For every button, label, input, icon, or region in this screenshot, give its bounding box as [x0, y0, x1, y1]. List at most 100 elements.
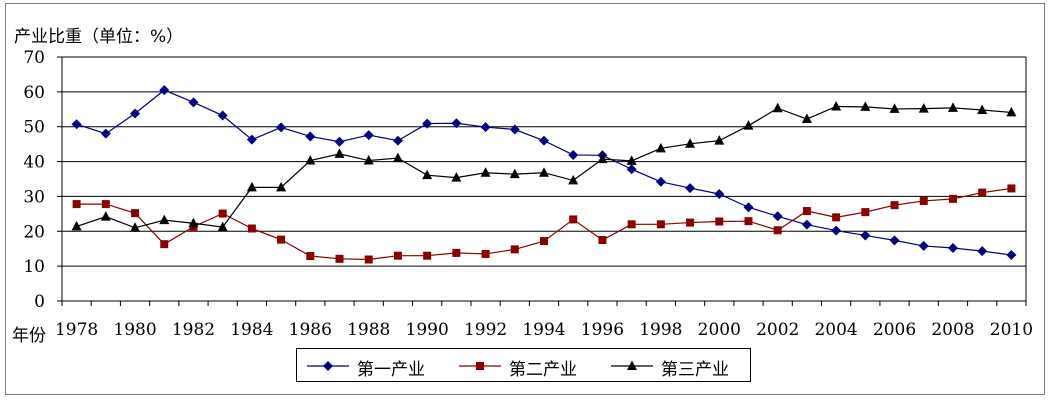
data-point-diamond [363, 130, 374, 141]
x-tick-label: 1994 [522, 320, 565, 340]
x-tick-label: 1990 [406, 320, 449, 340]
data-point-triangle [947, 102, 958, 112]
data-point-triangle [188, 217, 199, 228]
data-point-diamond [539, 135, 549, 146]
x-tick-label: 1982 [172, 320, 215, 340]
data-point-square [476, 362, 484, 370]
data-point-triangle [627, 360, 637, 370]
data-point-diamond [217, 110, 228, 121]
data-point-square [715, 217, 724, 226]
data-point-diamond [451, 118, 462, 129]
x-tick-label: 1984 [230, 320, 273, 340]
data-point-triangle [159, 214, 170, 225]
data-point-square [481, 249, 490, 258]
x-tick-label: 2008 [931, 320, 974, 340]
data-point-square [540, 237, 548, 246]
data-point-square [247, 224, 256, 233]
data-point-triangle [276, 181, 287, 192]
axes [57, 56, 1027, 306]
y-axis-label: 产业比重（单位：%） [14, 27, 184, 47]
data-point-diamond [130, 108, 141, 119]
data-point-triangle [977, 104, 988, 114]
data-point-triangle [918, 103, 929, 113]
data-point-diamond [392, 135, 403, 146]
legend-label-primary: 第一产业 [357, 360, 425, 380]
data-point-triangle [626, 155, 637, 165]
data-point-triangle [714, 135, 725, 145]
data-point-square [686, 218, 695, 227]
grid-lines [62, 56, 1026, 267]
data-point-diamond [100, 128, 111, 139]
data-point-square [861, 208, 870, 217]
data-point-square [277, 235, 286, 244]
data-point-triangle [334, 148, 345, 158]
chart-frame [5, 3, 1045, 395]
data-point-square [306, 252, 315, 261]
legend-label-secondary: 第二产业 [509, 360, 577, 380]
data-point-triangle [100, 211, 111, 221]
data-point-diamond [918, 240, 929, 251]
data-point-triangle [246, 181, 257, 192]
data-point-triangle [831, 100, 842, 111]
data-point-triangle [655, 142, 666, 153]
data-point-triangle [305, 155, 316, 165]
data-point-diamond [743, 202, 754, 213]
data-point-triangle [539, 167, 549, 177]
x-tick-label: 2010 [990, 320, 1033, 340]
data-point-triangle [363, 155, 374, 165]
y-tick-label: 10 [23, 257, 45, 277]
data-point-square [948, 194, 957, 203]
x-tick-label: 2002 [756, 320, 799, 340]
legend-markers [307, 360, 653, 371]
y-tick-label: 20 [23, 222, 45, 242]
series-2 [72, 184, 1016, 264]
y-tick-label: 0 [34, 292, 45, 312]
data-point-diamond [568, 149, 579, 160]
data-point-diamond [480, 122, 491, 133]
series-group [71, 85, 1017, 264]
data-point-square [218, 209, 227, 218]
data-point-triangle [451, 172, 462, 182]
data-point-triangle [801, 113, 812, 124]
data-point-square [364, 255, 373, 264]
data-point-square [627, 220, 636, 229]
data-point-triangle [889, 103, 900, 113]
data-point-diamond [860, 230, 871, 241]
data-point-square [802, 207, 811, 216]
x-tick-label: 1986 [289, 320, 332, 340]
data-point-triangle [568, 174, 579, 185]
data-point-diamond [1006, 249, 1017, 260]
series-3 [71, 100, 1017, 232]
y-tick-labels: 0 10 20 30 40 50 60 70 [23, 48, 45, 312]
data-point-diamond [509, 124, 520, 135]
data-point-triangle [860, 101, 871, 111]
data-point-diamond [334, 136, 345, 147]
series-line [76, 105, 1012, 229]
y-tick-label: 60 [23, 83, 45, 103]
data-point-triangle [71, 220, 82, 231]
data-point-square [101, 200, 110, 209]
data-point-square [1007, 184, 1016, 193]
data-point-triangle [772, 102, 783, 113]
x-tick-label: 2000 [698, 320, 741, 340]
data-point-square [452, 248, 461, 257]
legend: 第一产业 第二产业 第三产业 [296, 348, 751, 382]
y-tick-label: 70 [23, 48, 45, 68]
data-point-square [773, 226, 782, 235]
data-point-triangle [1006, 106, 1017, 117]
data-point-square [393, 251, 402, 260]
data-point-triangle [392, 152, 403, 163]
data-point-diamond [772, 211, 783, 222]
data-point-diamond [801, 219, 812, 230]
x-tick-label: 1980 [113, 320, 156, 340]
data-point-square [744, 217, 753, 226]
data-point-triangle [509, 168, 520, 179]
data-point-square [598, 236, 607, 244]
x-tick-label: 1992 [464, 320, 507, 340]
data-point-diamond [159, 85, 170, 96]
data-point-diamond [626, 164, 637, 175]
x-tick-labels: 1978 1980 1982 1984 1986 1988 1990 1992 1994 1996… [55, 320, 1033, 340]
data-point-diamond [655, 176, 666, 187]
data-point-square [423, 251, 432, 260]
